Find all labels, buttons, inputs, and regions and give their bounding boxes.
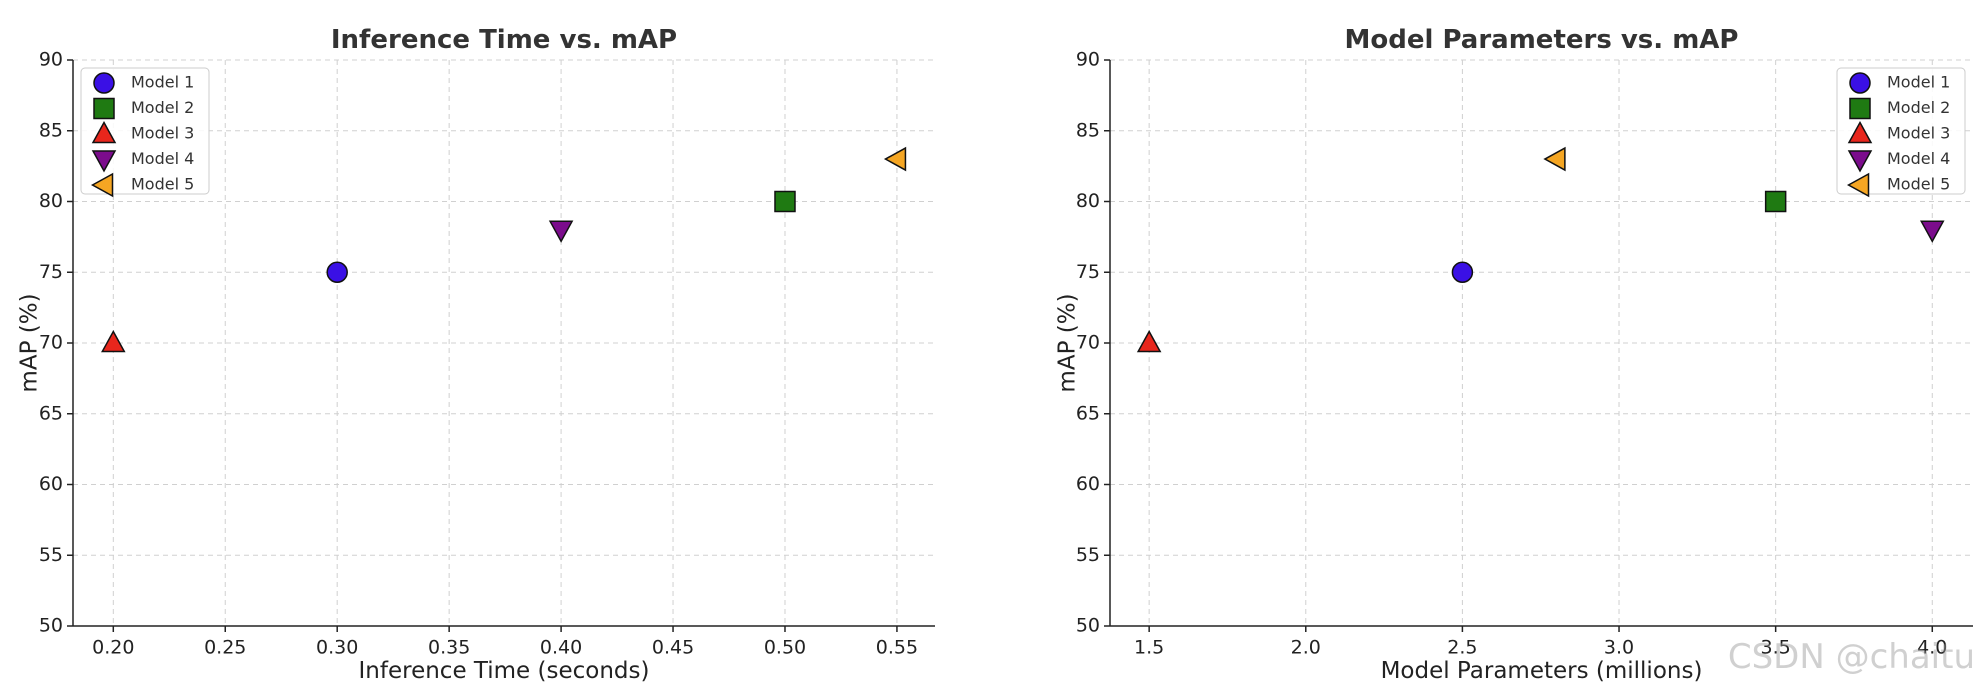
data-point-model-3 <box>101 329 126 353</box>
legend-label: Model 2 <box>131 98 194 117</box>
x-tick-label: 3.5 <box>1761 637 1791 659</box>
x-axis-label: Inference Time (seconds) <box>359 658 650 684</box>
data-point-model-1 <box>326 261 348 283</box>
y-tick-label: 70 <box>39 332 63 354</box>
y-tick-label: 60 <box>1076 473 1100 495</box>
y-tick-label: 85 <box>1076 119 1100 141</box>
legend: Model 1 Model 2 Model 3 Model 4 Model 5 <box>80 67 210 198</box>
y-tick-label: 90 <box>1076 49 1100 71</box>
x-tick-label: 0.20 <box>92 637 134 659</box>
legend-label: Model 5 <box>131 175 194 194</box>
data-point-model-2 <box>774 190 796 213</box>
chart-panel-1: 0.20 0.25 0.30 0.35 0.40 0.45 0.50 0.55 50 55 60 65… <box>17 25 935 684</box>
legend-marker-model-4 <box>91 150 117 173</box>
x-tick-label: 0.30 <box>316 637 358 659</box>
x-tick-label: 4.0 <box>1917 637 1947 659</box>
chart-title: Inference Time vs. mAP <box>331 25 677 55</box>
data-point-model-5 <box>883 146 907 172</box>
x-tick-label: 0.25 <box>204 637 246 659</box>
x-tick-label: 2.5 <box>1447 637 1477 659</box>
y-tick-label: 50 <box>39 615 63 637</box>
y-tick-label: 70 <box>1076 332 1100 354</box>
legend: Model 1 Model 2 Model 3 Model 4 Model 5 <box>1836 67 1966 198</box>
legend-label: Model 4 <box>131 149 194 168</box>
legend-marker-model-1 <box>1849 72 1871 94</box>
legend-marker-model-5 <box>1846 172 1870 198</box>
y-tick-label: 65 <box>39 402 63 424</box>
y-axis-label: mAP (%) <box>1055 293 1081 392</box>
y-tick-label: 85 <box>39 119 63 141</box>
y-axis-label: mAP (%) <box>17 293 43 392</box>
x-tick-label: 3.0 <box>1604 637 1634 659</box>
legend-marker-model-3 <box>1847 120 1873 144</box>
x-tick-label: 2.0 <box>1291 637 1321 659</box>
y-tick-label: 65 <box>1076 402 1100 424</box>
y-tick-label: 90 <box>39 49 63 71</box>
chart-title: Model Parameters vs. mAP <box>1345 25 1739 55</box>
legend-label: Model 5 <box>1887 175 1950 194</box>
chart-panel-2: 1.5 2.0 2.5 3.0 3.5 4.0 50 55 60 65 70 75 80 85 90 Mode… <box>1055 25 1973 684</box>
data-point-model-1 <box>1451 261 1474 283</box>
x-tick-label: 0.35 <box>428 637 470 659</box>
y-tick-label: 55 <box>39 544 63 566</box>
y-tick-label: 50 <box>1076 615 1100 637</box>
data-point-model-4 <box>548 220 574 243</box>
watermark-text: CSDN @chaitu <box>1728 637 1975 677</box>
legend-label: Model 4 <box>1887 149 1950 168</box>
legend-marker-model-2 <box>93 97 115 120</box>
legend-marker-model-4 <box>1847 150 1873 173</box>
legend-marker-model-3 <box>91 120 117 144</box>
x-tick-label: 0.55 <box>876 637 918 659</box>
data-point-model-5 <box>1543 146 1566 172</box>
legend-label: Model 3 <box>1887 124 1950 143</box>
legend-marker-model-2 <box>1849 97 1871 120</box>
x-tick-label: 0.45 <box>652 637 694 659</box>
y-tick-label: 75 <box>1076 261 1100 283</box>
y-tick-label: 75 <box>39 261 63 283</box>
x-tick-label: 0.50 <box>764 637 806 659</box>
data-point-model-4 <box>1920 220 1945 243</box>
data-point-model-3 <box>1136 329 1162 353</box>
data-point-model-2 <box>1764 190 1787 213</box>
x-tick-label: 0.40 <box>540 637 582 659</box>
x-axis-label: Model Parameters (millions) <box>1381 658 1703 684</box>
legend-marker-model-5 <box>90 172 114 198</box>
y-tick-label: 80 <box>1076 190 1100 212</box>
legend-marker-model-1 <box>93 72 115 94</box>
y-tick-label: 55 <box>1076 544 1100 566</box>
y-tick-label: 60 <box>39 473 63 495</box>
legend-label: Model 3 <box>131 124 194 143</box>
y-tick-label: 80 <box>39 190 63 212</box>
legend-label: Model 1 <box>131 73 194 92</box>
legend-label: Model 2 <box>1887 98 1950 117</box>
legend-label: Model 1 <box>1887 73 1950 92</box>
x-tick-label: 1.5 <box>1134 637 1164 659</box>
